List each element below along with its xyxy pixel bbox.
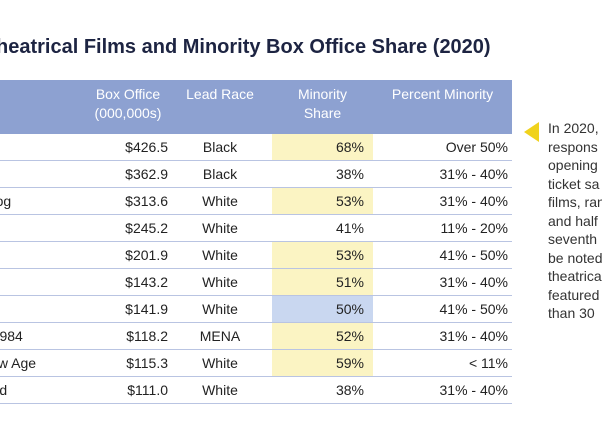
cell-title: Wild	[0, 376, 88, 404]
cell-title	[0, 214, 88, 242]
cell-minority-share: 51%	[272, 268, 373, 296]
note-line: theatrica	[548, 268, 602, 284]
header-lead-race-label: Lead Race	[186, 86, 254, 102]
cell-box-office: $115.3	[88, 349, 168, 377]
cell-percent-minority: < 11%	[373, 349, 512, 377]
table-row: $245.2 White 41% 11% - 20%	[0, 214, 512, 242]
note-line: opening	[548, 157, 598, 173]
cell-lead-race: White	[168, 295, 272, 323]
cell-percent-minority: 31% - 40%	[373, 322, 512, 350]
cell-percent-minority: 11% - 20%	[373, 214, 512, 242]
header-percent-minority: Percent Minority	[373, 80, 512, 134]
note-line: films, ran	[548, 194, 602, 210]
cell-minority-share: 50%	[272, 295, 373, 323]
header-minority-line2: Share	[303, 105, 342, 121]
cell-minority-share: 41%	[272, 214, 373, 242]
cell-minority-share: 59%	[272, 349, 373, 377]
cell-lead-race: White	[168, 268, 272, 296]
cell-percent-minority: 41% - 50%	[373, 241, 512, 269]
cell-lead-race: White	[168, 187, 272, 215]
note-line: respons	[548, 138, 598, 155]
cell-lead-race: Black	[168, 160, 272, 188]
header-percent-minority-label: Percent Minority	[391, 86, 494, 102]
cell-lead-race: White	[168, 376, 272, 404]
cell-lead-race: White	[168, 349, 272, 377]
table-row: $201.9 White 53% 41% - 50%	[0, 241, 512, 269]
side-note: In 2020, respons opening ticket sa films, ra…	[548, 119, 602, 323]
cell-minority-share: 53%	[272, 187, 373, 215]
box-office-table: Box Office (000,000s) Lead Race Minority…	[0, 80, 512, 404]
cell-minority-share: 38%	[272, 376, 373, 404]
cell-box-office: $118.2	[88, 322, 168, 350]
cell-title: e	[0, 134, 88, 161]
table-header-row: Box Office (000,000s) Lead Race Minority…	[0, 80, 512, 134]
table-row: $141.9 White 50% 41% - 50%	[0, 295, 512, 323]
page-title: heatrical Films and Minority Box Office …	[0, 36, 491, 58]
cell-title: n 1984	[0, 322, 88, 350]
cell-box-office: $111.0	[88, 376, 168, 404]
cell-title: New Age	[0, 349, 88, 377]
header-lead-race: Lead Race	[168, 80, 272, 134]
cell-minority-share: 53%	[272, 241, 373, 269]
cell-box-office: $143.2	[88, 268, 168, 296]
note-line: featured	[548, 286, 600, 303]
cell-title	[0, 241, 88, 269]
cell-box-office: $313.6	[88, 187, 168, 215]
cell-percent-minority: 31% - 40%	[373, 268, 512, 296]
note-line: than 30	[548, 305, 595, 321]
cell-box-office: $141.9	[88, 295, 168, 323]
cell-percent-minority: 31% - 40%	[373, 160, 512, 188]
cell-lead-race: MENA	[168, 322, 272, 350]
cell-box-office: $201.9	[88, 241, 168, 269]
cell-percent-minority: Over 50%	[373, 134, 512, 161]
cell-title: an	[0, 268, 88, 296]
header-title	[0, 80, 88, 134]
header-box-office-line2: (000,000s)	[94, 105, 162, 121]
cell-minority-share: 52%	[272, 322, 373, 350]
note-line: In 2020,	[548, 120, 599, 136]
cell-lead-race: White	[168, 241, 272, 269]
note-line: ticket sa	[548, 175, 600, 192]
cell-lead-race: Black	[168, 134, 272, 161]
cell-minority-share: 38%	[272, 160, 373, 188]
note-line: be noted	[548, 249, 602, 266]
header-box-office-line1: Box Office	[95, 86, 161, 102]
table-row: $362.9 Black 38% 31% - 40%	[0, 160, 512, 188]
cell-title	[0, 160, 88, 188]
header-minority-share: Minority Share	[272, 80, 373, 134]
cell-percent-minority: 41% - 50%	[373, 295, 512, 323]
cell-box-office: $426.5	[88, 134, 168, 161]
cell-box-office: $362.9	[88, 160, 168, 188]
header-box-office: Box Office (000,000s)	[88, 80, 168, 134]
cell-percent-minority: 31% - 40%	[373, 187, 512, 215]
note-line: and half	[548, 212, 598, 229]
cell-box-office: $245.2	[88, 214, 168, 242]
header-minority-line1: Minority	[297, 86, 347, 102]
triangle-marker-icon	[524, 122, 539, 142]
cell-lead-race: White	[168, 214, 272, 242]
cell-title	[0, 295, 88, 323]
note-line: seventh	[548, 231, 598, 247]
cell-percent-minority: 31% - 40%	[373, 376, 512, 404]
cell-minority-share: 68%	[272, 134, 373, 161]
cell-title: ehog	[0, 187, 88, 215]
